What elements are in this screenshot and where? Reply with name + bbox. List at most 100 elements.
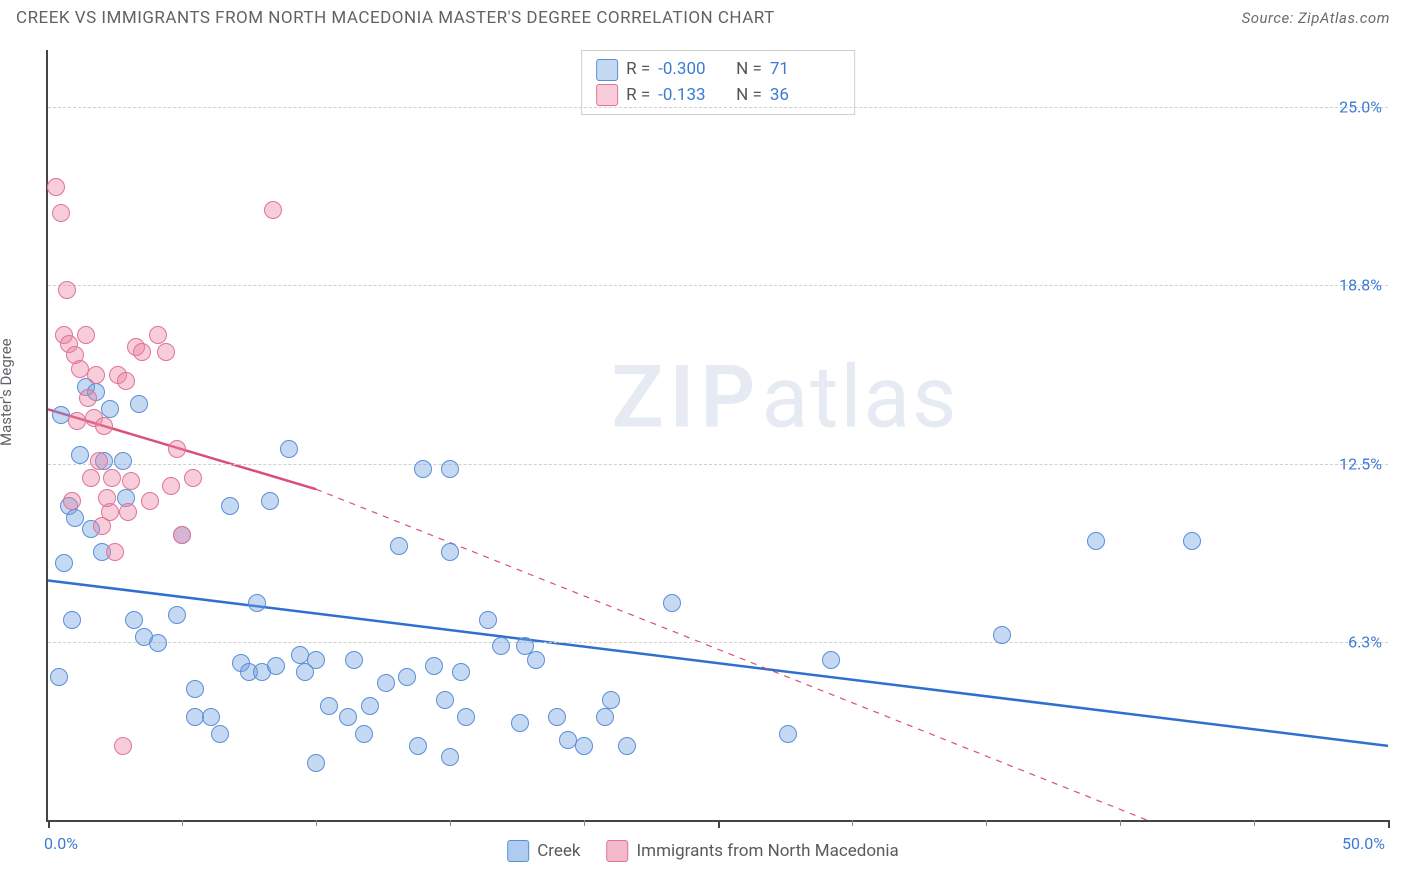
stat-r-label-2: R = — [626, 83, 650, 109]
legend-item-macedonia: Immigrants from North Macedonia — [607, 840, 899, 862]
bottom-legend: Creek Immigrants from North Macedonia — [507, 840, 899, 862]
trend-lines — [48, 50, 1388, 820]
data-point — [173, 526, 191, 544]
stat-legend: R = -0.300 N = 71 R = -0.133 N = 36 — [581, 50, 855, 115]
data-point — [267, 657, 285, 675]
data-point — [58, 281, 76, 299]
data-point — [441, 460, 459, 478]
data-point — [355, 725, 373, 743]
data-point — [141, 492, 159, 510]
data-point — [602, 691, 620, 709]
stat-n-label: N = — [736, 57, 762, 83]
data-point — [52, 204, 70, 222]
gridline-h — [48, 107, 1388, 108]
y-tick-label: 18.8% — [1339, 276, 1382, 295]
data-point — [414, 460, 432, 478]
data-point — [441, 543, 459, 561]
swatch-creek — [596, 59, 618, 81]
data-point — [186, 680, 204, 698]
data-point — [280, 440, 298, 458]
data-point — [162, 477, 180, 495]
x-tick-minor — [182, 820, 183, 826]
data-point — [63, 492, 81, 510]
chart-source: Source: ZipAtlas.com — [1242, 9, 1390, 27]
data-point — [125, 611, 143, 629]
data-point — [527, 651, 545, 669]
x-tick-minor — [1254, 820, 1255, 826]
data-point — [63, 611, 81, 629]
swatch-macedonia — [596, 84, 618, 106]
stat-row-creek: R = -0.300 N = 71 — [596, 57, 840, 83]
gridline-h — [48, 642, 1388, 643]
data-point — [50, 668, 68, 686]
data-point — [264, 201, 282, 219]
data-point — [98, 489, 116, 507]
x-tick-major — [48, 820, 50, 828]
x-tick-minor — [450, 820, 451, 826]
data-point — [82, 469, 100, 487]
chart-header: CREEK VS IMMIGRANTS FROM NORTH MACEDONIA… — [16, 8, 1390, 28]
y-tick-label: 6.3% — [1348, 632, 1382, 651]
x-tick-start: 0.0% — [44, 834, 78, 853]
data-point — [261, 492, 279, 510]
gridline-h — [48, 285, 1388, 286]
data-point — [184, 469, 202, 487]
legend-label-creek: Creek — [537, 841, 580, 861]
data-point — [130, 395, 148, 413]
data-point — [436, 691, 454, 709]
data-point — [117, 372, 135, 390]
stat-r-creek: -0.300 — [658, 57, 728, 83]
legend-item-creek: Creek — [507, 840, 580, 862]
legend-swatch-creek — [507, 840, 529, 862]
x-tick-end: 50.0% — [1342, 834, 1385, 853]
plot-area: ZIPatlas R = -0.300 N = 71 R = -0.133 N … — [46, 50, 1388, 822]
correlation-chart: CREEK VS IMMIGRANTS FROM NORTH MACEDONIA… — [0, 0, 1406, 892]
data-point — [548, 708, 566, 726]
data-point — [663, 594, 681, 612]
data-point — [1087, 532, 1105, 550]
data-point — [452, 663, 470, 681]
data-point — [457, 708, 475, 726]
stat-r-macedonia: -0.133 — [658, 83, 728, 109]
legend-label-macedonia: Immigrants from North Macedonia — [637, 841, 899, 861]
data-point — [377, 674, 395, 692]
data-point — [157, 343, 175, 361]
data-point — [492, 637, 510, 655]
x-tick-minor — [316, 820, 317, 826]
data-point — [103, 469, 121, 487]
watermark-bold: ZIP — [612, 346, 762, 447]
chart-title: CREEK VS IMMIGRANTS FROM NORTH MACEDONIA… — [16, 8, 775, 28]
data-point — [409, 737, 427, 755]
stat-row-macedonia: R = -0.133 N = 36 — [596, 83, 840, 109]
data-point — [149, 326, 167, 344]
y-axis-label: Master's Degree — [0, 338, 15, 446]
data-point — [618, 737, 636, 755]
data-point — [441, 748, 459, 766]
data-point — [66, 509, 84, 527]
y-tick-label: 12.5% — [1339, 454, 1382, 473]
data-point — [575, 737, 593, 755]
stat-r-label: R = — [626, 57, 650, 83]
data-point — [779, 725, 797, 743]
data-point — [95, 417, 113, 435]
data-point — [511, 714, 529, 732]
data-point — [822, 651, 840, 669]
data-point — [55, 554, 73, 572]
data-point — [596, 708, 614, 726]
data-point — [47, 178, 65, 196]
gridline-h — [48, 464, 1388, 465]
data-point — [106, 543, 124, 561]
data-point — [339, 708, 357, 726]
data-point — [398, 668, 416, 686]
stat-n-label-2: N = — [736, 83, 762, 109]
data-point — [114, 452, 132, 470]
data-point — [345, 651, 363, 669]
data-point — [186, 708, 204, 726]
stat-n-creek: 71 — [770, 57, 840, 83]
data-point — [390, 537, 408, 555]
x-tick-minor — [986, 820, 987, 826]
stat-n-macedonia: 36 — [770, 83, 840, 109]
data-point — [993, 626, 1011, 644]
data-point — [320, 697, 338, 715]
data-point — [221, 497, 239, 515]
